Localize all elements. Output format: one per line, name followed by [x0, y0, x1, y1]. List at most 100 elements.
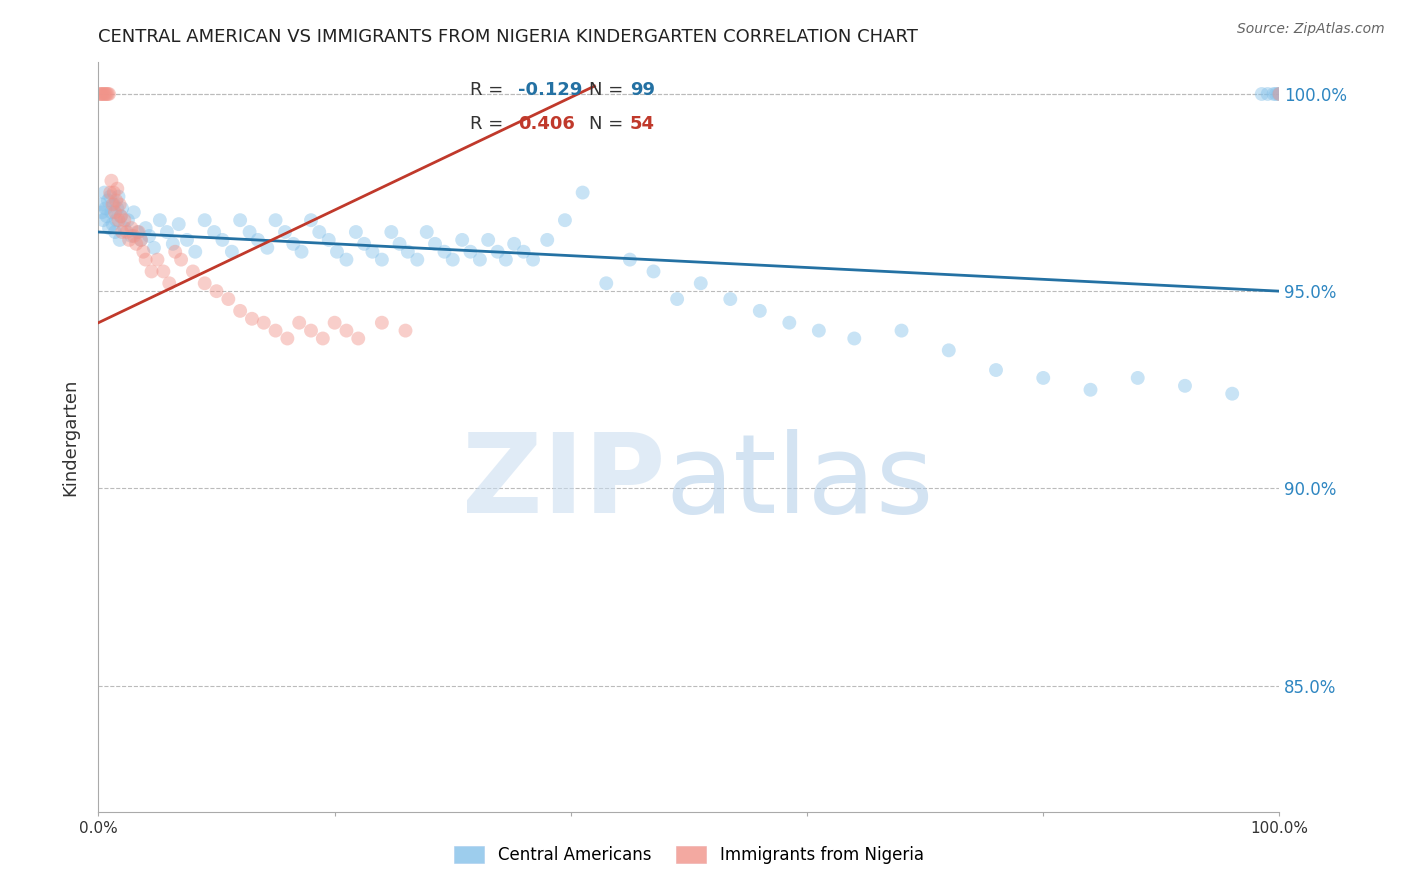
- Point: [104, 205, 127, 219]
- Point: [344, 225, 367, 239]
- Point: [152, 264, 174, 278]
- Text: N =: N =: [589, 81, 628, 99]
- Point: [595, 277, 617, 291]
- Point: [93, 87, 115, 101]
- Point: [522, 252, 544, 267]
- Point: [1220, 386, 1243, 401]
- Point: [103, 186, 125, 200]
- Point: [128, 225, 150, 239]
- Point: [1174, 379, 1197, 393]
- Point: [323, 316, 346, 330]
- Point: [115, 225, 138, 239]
- Point: [1263, 87, 1285, 101]
- Point: [240, 311, 263, 326]
- Point: [666, 292, 689, 306]
- Text: atlas: atlas: [665, 428, 934, 535]
- Point: [135, 252, 157, 267]
- Point: [264, 324, 287, 338]
- Point: [129, 233, 152, 247]
- Point: [122, 205, 145, 219]
- Point: [107, 189, 129, 203]
- Point: [98, 221, 121, 235]
- Point: [299, 324, 322, 338]
- Point: [890, 324, 912, 338]
- Point: [451, 233, 474, 247]
- Point: [256, 241, 278, 255]
- Point: [1126, 371, 1149, 385]
- Point: [141, 264, 163, 278]
- Y-axis label: Kindergarten: Kindergarten: [62, 378, 80, 496]
- Point: [91, 213, 114, 227]
- Point: [129, 233, 152, 247]
- Point: [643, 264, 665, 278]
- Point: [162, 236, 184, 251]
- Point: [96, 87, 118, 101]
- Point: [1264, 87, 1286, 101]
- Point: [689, 277, 711, 291]
- Point: [96, 209, 118, 223]
- Point: [468, 252, 491, 267]
- Point: [149, 213, 172, 227]
- Point: [778, 316, 800, 330]
- Point: [111, 225, 134, 239]
- Point: [1250, 87, 1272, 101]
- Point: [103, 197, 125, 211]
- Point: [167, 217, 190, 231]
- Point: [807, 324, 830, 338]
- Text: 99: 99: [630, 81, 655, 99]
- Point: [91, 87, 114, 101]
- Legend: Central Americans, Immigrants from Nigeria: Central Americans, Immigrants from Niger…: [447, 839, 931, 871]
- Point: [619, 252, 641, 267]
- Point: [984, 363, 1007, 377]
- Text: -0.129: -0.129: [517, 81, 582, 99]
- Point: [132, 244, 155, 259]
- Point: [94, 202, 117, 216]
- Point: [361, 244, 384, 259]
- Point: [101, 217, 124, 231]
- Point: [93, 186, 115, 200]
- Point: [239, 225, 262, 239]
- Point: [503, 236, 526, 251]
- Point: [536, 233, 558, 247]
- Point: [274, 225, 297, 239]
- Point: [127, 225, 149, 239]
- Point: [91, 205, 114, 219]
- Point: [394, 324, 416, 338]
- Text: R =: R =: [471, 81, 509, 99]
- Point: [90, 197, 112, 211]
- Point: [388, 236, 411, 251]
- Point: [202, 225, 225, 239]
- Point: [229, 304, 252, 318]
- Point: [108, 197, 131, 211]
- Point: [571, 186, 593, 200]
- Point: [98, 189, 121, 203]
- Point: [1268, 87, 1291, 101]
- Point: [276, 331, 298, 345]
- Point: [938, 343, 960, 358]
- Text: R =: R =: [471, 115, 509, 133]
- Point: [217, 292, 239, 306]
- Point: [100, 205, 122, 219]
- Point: [264, 213, 287, 227]
- Point: [98, 87, 121, 101]
- Point: [122, 229, 145, 244]
- Point: [112, 221, 135, 235]
- Point: [441, 252, 464, 267]
- Point: [146, 252, 169, 267]
- Text: 54: 54: [630, 115, 655, 133]
- Point: [486, 244, 509, 259]
- Point: [477, 233, 499, 247]
- Point: [125, 236, 148, 251]
- Point: [1080, 383, 1102, 397]
- Point: [283, 236, 305, 251]
- Point: [142, 241, 165, 255]
- Point: [97, 87, 120, 101]
- Point: [1267, 87, 1289, 101]
- Point: [246, 233, 269, 247]
- Point: [118, 233, 141, 247]
- Point: [117, 213, 139, 227]
- Point: [318, 233, 340, 247]
- Point: [253, 316, 276, 330]
- Text: N =: N =: [589, 115, 628, 133]
- Point: [184, 244, 207, 259]
